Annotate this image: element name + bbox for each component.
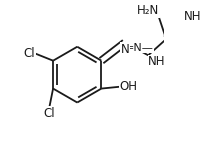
Text: Cl: Cl [43,107,55,120]
Text: OH: OH [119,80,137,93]
Text: =N—: =N— [124,43,153,53]
Text: NH: NH [183,10,201,23]
Text: Cl: Cl [23,47,35,60]
Text: N: N [120,43,128,56]
Text: NH: NH [147,55,165,68]
Text: H₂N: H₂N [136,4,158,17]
